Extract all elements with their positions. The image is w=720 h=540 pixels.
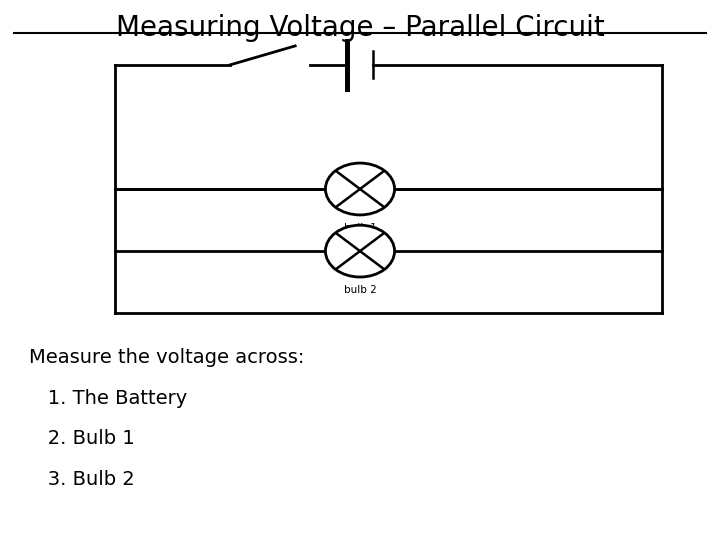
Circle shape xyxy=(325,225,395,277)
Text: 1. The Battery: 1. The Battery xyxy=(29,389,187,408)
Text: bulb 1: bulb 1 xyxy=(343,223,377,233)
Text: Measure the voltage across:: Measure the voltage across: xyxy=(29,348,304,367)
Text: bulb 2: bulb 2 xyxy=(343,285,377,295)
Text: 3. Bulb 2: 3. Bulb 2 xyxy=(29,470,135,489)
Text: 2. Bulb 1: 2. Bulb 1 xyxy=(29,429,135,448)
Circle shape xyxy=(325,163,395,215)
Text: Measuring Voltage – Parallel Circuit: Measuring Voltage – Parallel Circuit xyxy=(116,14,604,42)
